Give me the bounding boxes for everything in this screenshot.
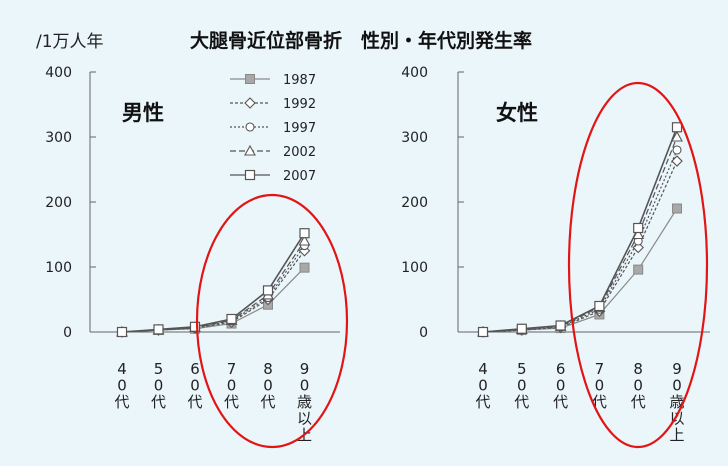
data-point-2002 (671, 130, 683, 142)
x-tick-label: 9 (300, 360, 310, 378)
x-tick-label: 0 (517, 377, 527, 395)
x-tick-label: 4 (478, 360, 488, 378)
x-tick-label: 0 (478, 377, 488, 395)
data-point-1987 (633, 264, 644, 275)
x-tick-label: 0 (633, 377, 643, 395)
y-tick-label: 0 (63, 325, 72, 341)
legend-label: 1992 (283, 97, 316, 112)
data-point-2007 (262, 285, 274, 296)
highlight-ellipse-male (195, 193, 349, 449)
y-tick-label: 400 (401, 65, 428, 81)
x-tick-label: 8 (263, 360, 273, 378)
x-tick-label: 7 (227, 360, 237, 378)
legend-marker (245, 122, 255, 132)
y-tick-label: 100 (45, 260, 72, 276)
x-tick-label: 0 (300, 377, 310, 395)
x-tick-label: 7 (595, 360, 605, 378)
x-tick-label: 0 (263, 377, 273, 395)
series-line-2007 (482, 126, 678, 333)
x-tick-label: 0 (154, 377, 164, 395)
data-point-1992 (671, 155, 683, 167)
x-tick-label: 代 (475, 393, 490, 411)
data-point-2007 (555, 320, 566, 331)
y-unit-label: /1万人年 (36, 32, 104, 52)
x-tick-label: 歳 (297, 393, 312, 411)
x-tick-label: 上 (669, 426, 684, 444)
x-tick-label: 代 (224, 393, 239, 411)
legend-marker (244, 169, 256, 181)
x-tick-label: 0 (227, 377, 237, 395)
legend-marker (245, 74, 255, 84)
data-point-2007 (594, 300, 605, 312)
data-point-2002 (298, 234, 311, 246)
x-tick-label: 代 (592, 393, 607, 411)
x-tick-label: 0 (117, 377, 127, 395)
legend-label: 1987 (283, 73, 316, 88)
data-point-1997 (672, 145, 682, 155)
series-line-1992 (121, 250, 305, 333)
legend-label: 1997 (283, 121, 316, 136)
chart-title: 大腿骨近位部骨折 性別・年代別発生率 (190, 29, 532, 52)
legend-label: 2007 (283, 169, 316, 184)
x-tick-label: 代 (114, 393, 129, 411)
data-point-2007 (189, 321, 201, 332)
panel-label: 女性 (496, 101, 538, 125)
series-line-2007 (121, 232, 306, 333)
series-line-1992 (482, 160, 678, 333)
legend-label: 2002 (283, 145, 316, 160)
y-tick-label: 100 (401, 260, 428, 276)
x-tick-label: 5 (517, 360, 527, 378)
x-tick-label: 以 (297, 410, 312, 428)
data-point-2007 (116, 326, 128, 338)
legend-marker (244, 97, 256, 109)
x-tick-label: 代 (514, 393, 529, 411)
x-tick-label: 4 (117, 360, 127, 378)
series-line-1997 (482, 149, 678, 333)
data-point-1987 (299, 262, 310, 273)
data-point-2007 (226, 313, 237, 325)
y-tick-label: 200 (401, 195, 428, 211)
data-point-2007 (516, 323, 527, 334)
x-tick-label: 0 (190, 377, 200, 395)
y-tick-label: 0 (419, 325, 428, 341)
x-tick-label: 6 (556, 360, 566, 378)
legend: 1987 1992 1997 2002 2007 (230, 73, 316, 184)
panel-label: 男性 (122, 101, 164, 125)
y-tick-label: 200 (45, 195, 72, 211)
x-tick-label: 6 (190, 360, 200, 378)
data-point-1987 (672, 203, 682, 214)
x-tick-label: 代 (151, 393, 166, 411)
x-tick-label: 0 (556, 377, 566, 395)
x-tick-label: 9 (672, 360, 682, 378)
x-tick-label: 代 (631, 393, 646, 411)
data-point-2007 (633, 222, 644, 234)
x-tick-label: 代 (260, 393, 275, 411)
highlight-ellipse-female (567, 81, 709, 449)
data-point-2007 (477, 326, 489, 338)
x-tick-label: 代 (187, 393, 202, 411)
data-point-2007 (671, 122, 683, 133)
x-tick-label: 8 (633, 360, 643, 378)
x-tick-label: 5 (154, 360, 164, 378)
y-tick-label: 400 (45, 65, 72, 81)
data-point-2007 (299, 228, 310, 239)
legend-marker (244, 144, 256, 156)
x-tick-label: 代 (553, 393, 568, 411)
y-tick-label: 300 (45, 130, 72, 146)
series-line-2002 (121, 240, 305, 333)
series-line-1997 (121, 245, 305, 333)
data-point-2007 (153, 324, 164, 335)
x-tick-label: 0 (672, 377, 682, 395)
x-tick-label: 0 (595, 377, 605, 395)
y-tick-label: 300 (401, 130, 428, 146)
